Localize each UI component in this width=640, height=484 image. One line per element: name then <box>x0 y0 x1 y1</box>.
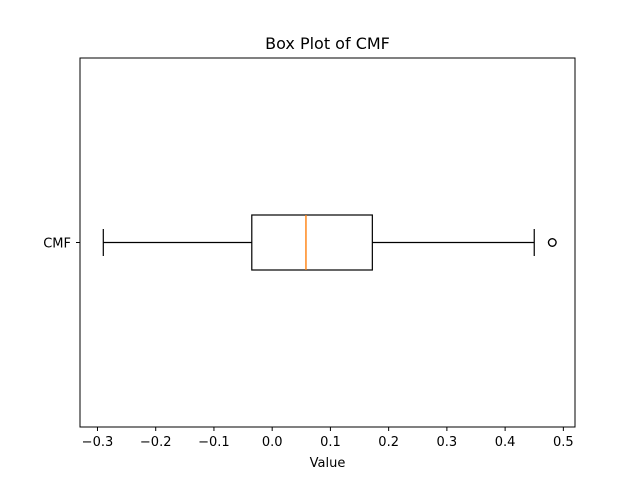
x-tick-label: −0.2 <box>140 435 172 450</box>
outlier-point <box>547 237 557 247</box>
x-tick-label: −0.1 <box>198 435 230 450</box>
x-tick-label: 0.0 <box>262 435 283 450</box>
x-axis: −0.3 −0.2 −0.1 0.0 0.1 0.2 0.3 0.4 0.5 <box>82 427 574 450</box>
x-tick-label: 0.4 <box>495 435 516 450</box>
interquartile-box <box>251 214 373 271</box>
x-tick-label: 0.2 <box>378 435 399 450</box>
y-axis: CMF <box>43 237 80 252</box>
x-tick-label: 0.3 <box>437 435 458 450</box>
plot-marks <box>102 214 557 271</box>
y-tick-label: CMF <box>43 237 71 252</box>
x-axis-label: Value <box>310 456 346 471</box>
x-tick-label: 0.5 <box>553 435 574 450</box>
x-tick-label: 0.1 <box>320 435 341 450</box>
x-tick-label: −0.3 <box>82 435 114 450</box>
chart-title: Box Plot of CMF <box>265 34 390 53</box>
